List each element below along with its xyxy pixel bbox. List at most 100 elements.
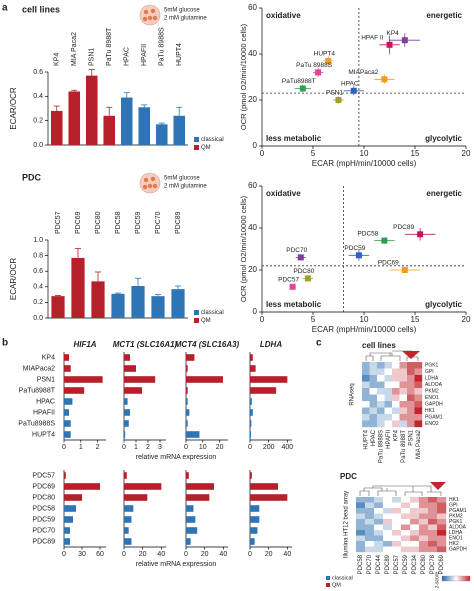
x-tick-label: 0 bbox=[184, 444, 188, 451]
heatmap-cell bbox=[383, 546, 393, 553]
annotation: 5mM glucose bbox=[164, 176, 200, 182]
bar bbox=[124, 516, 132, 523]
heatmap-cell bbox=[362, 401, 370, 408]
bar bbox=[186, 398, 188, 405]
heatmap-cell bbox=[410, 535, 420, 542]
y-tick-label: 0.6 bbox=[33, 69, 43, 76]
point bbox=[401, 37, 408, 44]
heatmap-cell bbox=[407, 407, 415, 415]
heatmap-cell bbox=[437, 513, 447, 520]
y-tick-label: 0.0 bbox=[33, 315, 43, 322]
heatmap-cell bbox=[392, 541, 402, 547]
heatmap-cell bbox=[369, 375, 378, 382]
heatmap-cell bbox=[384, 375, 393, 382]
category-label: PaTu 8988T bbox=[106, 27, 113, 66]
point-label: PSN1 bbox=[326, 90, 343, 97]
heatmap-cell bbox=[419, 497, 429, 503]
category-label: HUPT4 bbox=[32, 431, 55, 438]
heatmap-cell bbox=[377, 401, 385, 408]
heatmap-cell bbox=[392, 513, 402, 520]
x-tick-label: 0 bbox=[248, 444, 252, 451]
bar bbox=[64, 431, 71, 438]
heatmap-cell bbox=[374, 541, 384, 547]
category-label: PDC80 bbox=[32, 494, 55, 501]
column-label: PDC57 bbox=[394, 554, 400, 574]
heatmap-cell bbox=[362, 375, 370, 382]
legend-swatch bbox=[194, 137, 199, 142]
heatmap-cell bbox=[377, 414, 385, 421]
point-label: MIAPaca2 bbox=[348, 69, 378, 76]
bar bbox=[124, 494, 148, 501]
heatmap-cell bbox=[414, 401, 423, 408]
bar bbox=[124, 376, 156, 383]
point-label: PDC59 bbox=[344, 245, 365, 252]
bar bbox=[124, 398, 128, 405]
heatmap-cell bbox=[410, 541, 420, 547]
legend-swatch bbox=[194, 318, 199, 323]
category-label: PDC69 bbox=[32, 483, 55, 490]
heatmap-cell bbox=[365, 502, 375, 509]
dish-cell bbox=[147, 15, 153, 21]
heatmap-cell bbox=[414, 414, 423, 421]
bar bbox=[64, 505, 76, 512]
x-tick-label: 1 bbox=[134, 444, 138, 451]
y-tick-label: 1.0 bbox=[33, 237, 43, 244]
x-tick-label: 30 bbox=[78, 551, 86, 558]
y-tick-label: 0.4 bbox=[33, 284, 43, 291]
column-label: PDC70 bbox=[367, 554, 373, 574]
y-tick-label: 0.2 bbox=[33, 118, 43, 125]
y-axis-label: ECAR/OCR bbox=[9, 258, 18, 300]
heatmap-cell bbox=[410, 519, 420, 525]
point-label: HPAC bbox=[341, 81, 359, 88]
colorbar bbox=[441, 575, 471, 582]
bar bbox=[85, 75, 98, 145]
heatmap-cell bbox=[392, 414, 400, 421]
bar bbox=[68, 91, 81, 145]
legend-label: QM bbox=[201, 318, 211, 324]
x-tick-label: 2 bbox=[146, 444, 150, 451]
bar bbox=[250, 494, 288, 501]
row-label: PGAM1 bbox=[425, 415, 443, 421]
x-tick-label: 10 bbox=[360, 315, 369, 324]
category-label: MIA Paca2 bbox=[71, 32, 78, 66]
point bbox=[355, 252, 362, 259]
x-axis-label: relative mRNA expression bbox=[136, 561, 217, 568]
bar bbox=[51, 296, 65, 318]
x-tick-label: 400 bbox=[281, 444, 293, 451]
heatmap-cell bbox=[377, 394, 385, 402]
category-label: PaTu8988T bbox=[19, 387, 56, 394]
heatmap-cell bbox=[399, 420, 408, 428]
heatmap-cell bbox=[399, 401, 408, 408]
dish-cell bbox=[150, 176, 156, 182]
bar bbox=[120, 97, 133, 145]
y-tick-label: 0.2 bbox=[33, 299, 43, 306]
heatmap-cell bbox=[365, 546, 375, 553]
heatmap-cell bbox=[392, 508, 402, 514]
heatmap-cell bbox=[419, 502, 429, 509]
heatmap-cell bbox=[369, 420, 378, 428]
heatmap-cell bbox=[437, 519, 447, 525]
heatmap-cell bbox=[384, 381, 393, 389]
heatmap-cell bbox=[369, 407, 378, 415]
y-axis-label: OCR (pmol O2/min/10000 cells) bbox=[239, 195, 248, 302]
heatmap-cell bbox=[419, 519, 429, 525]
bar bbox=[186, 472, 189, 479]
column-label: PDC59 bbox=[403, 554, 409, 574]
bar bbox=[250, 516, 260, 523]
heatmap-cell bbox=[407, 381, 415, 389]
heatmap-cell bbox=[401, 497, 411, 503]
heatmap-cell bbox=[369, 362, 378, 369]
quadrant-label: oxidative bbox=[266, 11, 301, 20]
heatmap-cell bbox=[428, 535, 438, 542]
heatmap-cell bbox=[392, 381, 400, 389]
y-tick-label: 40 bbox=[248, 49, 257, 58]
heatmap-cell bbox=[374, 530, 384, 536]
bar bbox=[64, 365, 71, 372]
heatmap-cell bbox=[407, 362, 415, 369]
y-tick-label: 0.4 bbox=[33, 93, 43, 100]
heatmap-cell bbox=[392, 497, 402, 503]
heatmap-cell bbox=[356, 508, 366, 514]
heatmap-cell bbox=[392, 502, 402, 509]
chart-title: PDC bbox=[22, 172, 42, 182]
point bbox=[299, 85, 306, 92]
